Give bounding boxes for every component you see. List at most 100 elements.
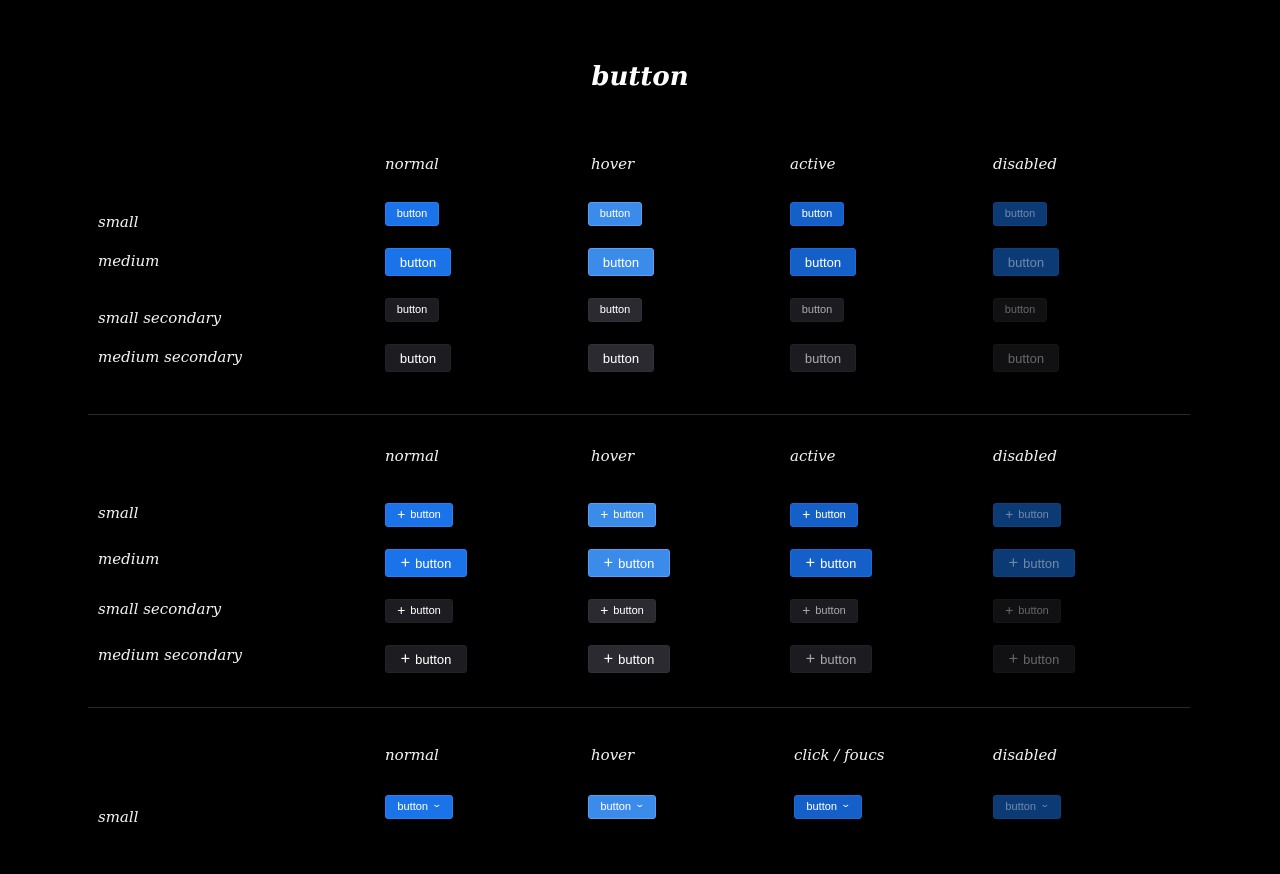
primary-button-disabled: + button xyxy=(993,503,1061,527)
plus-icon: + xyxy=(397,603,406,619)
button-label: button xyxy=(410,509,441,521)
button-label: button xyxy=(820,555,857,571)
secondary-button-hover[interactable]: + button xyxy=(588,599,656,623)
button-label: button xyxy=(1004,208,1036,220)
button-label: button xyxy=(602,350,640,366)
button-label: button xyxy=(1007,254,1045,270)
button-label: button xyxy=(415,555,452,571)
primary-button-hover[interactable]: button xyxy=(588,248,654,276)
button-label: button xyxy=(806,801,838,813)
row-label: medium secondary xyxy=(98,646,243,664)
secondary-button-active[interactable]: button xyxy=(790,298,844,322)
button-label: button xyxy=(1023,651,1060,667)
secondary-button-active[interactable]: button xyxy=(790,344,856,372)
column-header-hover: hover xyxy=(591,447,635,465)
button-label: button xyxy=(815,605,846,617)
button-label: button xyxy=(1007,350,1045,366)
chevron-down-icon: ⌄ xyxy=(1039,798,1051,809)
primary-button-disabled: + button xyxy=(993,549,1075,577)
primary-button-disabled: button xyxy=(993,202,1047,226)
column-header-normal: normal xyxy=(385,447,439,465)
button-label: button xyxy=(396,304,428,316)
plus-icon: + xyxy=(802,603,811,619)
button-label: button xyxy=(397,801,429,813)
plus-icon: + xyxy=(1005,603,1014,619)
button-label: button xyxy=(1018,509,1049,521)
button-label: button xyxy=(399,350,437,366)
secondary-button-hover[interactable]: button xyxy=(588,344,654,372)
button-label: button xyxy=(618,555,655,571)
primary-button-active[interactable]: button ⌄ xyxy=(794,795,862,819)
button-label: button xyxy=(1004,304,1036,316)
button-label: button xyxy=(1023,555,1060,571)
button-label: button xyxy=(820,651,857,667)
button-label: button xyxy=(599,208,631,220)
primary-button-active[interactable]: button xyxy=(790,202,844,226)
primary-button-normal[interactable]: button ⌄ xyxy=(385,795,453,819)
row-label: medium secondary xyxy=(98,348,243,366)
column-header-disabled: disabled xyxy=(993,746,1057,764)
plus-icon: + xyxy=(805,553,816,572)
column-header-hover: hover xyxy=(591,746,635,764)
primary-button-normal[interactable]: + button xyxy=(385,549,467,577)
row-label: small secondary xyxy=(98,309,222,327)
column-header-hover: hover xyxy=(591,155,635,173)
primary-button-normal[interactable]: + button xyxy=(385,503,453,527)
secondary-button-disabled: + button xyxy=(993,599,1061,623)
secondary-button-normal[interactable]: + button xyxy=(385,645,467,673)
secondary-button-disabled: + button xyxy=(993,645,1075,673)
primary-button-hover[interactable]: button xyxy=(588,202,642,226)
column-header-disabled: disabled xyxy=(993,155,1057,173)
column-header-active: click / foucs xyxy=(794,746,885,764)
column-header-active: active xyxy=(790,155,836,173)
primary-button-normal[interactable]: button xyxy=(385,202,439,226)
secondary-button-hover[interactable]: + button xyxy=(588,645,670,673)
section-divider xyxy=(88,707,1190,708)
secondary-button-active[interactable]: + button xyxy=(790,645,872,673)
button-label: button xyxy=(613,605,644,617)
plus-icon: + xyxy=(1008,553,1019,572)
primary-button-hover[interactable]: + button xyxy=(588,549,670,577)
column-header-normal: normal xyxy=(385,746,439,764)
row-label: small secondary xyxy=(98,600,222,618)
button-label: button xyxy=(410,605,441,617)
column-header-active: active xyxy=(790,447,836,465)
row-label: small xyxy=(98,504,139,522)
button-label: button xyxy=(396,208,428,220)
section-divider xyxy=(88,414,1190,415)
primary-button-disabled: button xyxy=(993,248,1059,276)
row-label: medium xyxy=(98,252,160,270)
plus-icon: + xyxy=(1008,649,1019,668)
button-label: button xyxy=(1005,801,1037,813)
row-label: small xyxy=(98,808,139,826)
primary-button-hover[interactable]: button ⌄ xyxy=(588,795,656,819)
primary-button-disabled: button ⌄ xyxy=(993,795,1061,819)
primary-button-active[interactable]: + button xyxy=(790,503,858,527)
plus-icon: + xyxy=(400,649,411,668)
secondary-button-normal[interactable]: + button xyxy=(385,599,453,623)
secondary-button-disabled: button xyxy=(993,344,1059,372)
button-label: button xyxy=(415,651,452,667)
primary-button-normal[interactable]: button xyxy=(385,248,451,276)
button-label: button xyxy=(613,509,644,521)
chevron-down-icon: ⌄ xyxy=(840,798,852,809)
button-label: button xyxy=(618,651,655,667)
button-label: button xyxy=(399,254,437,270)
button-label: button xyxy=(1018,605,1049,617)
plus-icon: + xyxy=(397,507,406,523)
secondary-button-disabled: button xyxy=(993,298,1047,322)
plus-icon: + xyxy=(603,649,614,668)
plus-icon: + xyxy=(600,507,609,523)
plus-icon: + xyxy=(600,603,609,619)
button-label: button xyxy=(801,304,833,316)
row-label: medium xyxy=(98,550,160,568)
secondary-button-hover[interactable]: button xyxy=(588,298,642,322)
primary-button-active[interactable]: button xyxy=(790,248,856,276)
secondary-button-normal[interactable]: button xyxy=(385,344,451,372)
plus-icon: + xyxy=(400,553,411,572)
secondary-button-normal[interactable]: button xyxy=(385,298,439,322)
primary-button-hover[interactable]: + button xyxy=(588,503,656,527)
row-label: small xyxy=(98,213,139,231)
secondary-button-active[interactable]: + button xyxy=(790,599,858,623)
primary-button-active[interactable]: + button xyxy=(790,549,872,577)
